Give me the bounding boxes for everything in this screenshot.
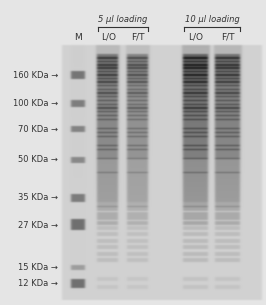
Text: L/O: L/O (101, 33, 116, 41)
Text: M: M (74, 33, 82, 41)
Text: F/T: F/T (131, 33, 145, 41)
Text: 12 KDa →: 12 KDa → (18, 279, 58, 289)
Text: 70 KDa →: 70 KDa → (18, 124, 58, 134)
Text: 35 KDa →: 35 KDa → (18, 193, 58, 203)
Text: 50 KDa →: 50 KDa → (18, 156, 58, 164)
Text: 100 KDa →: 100 KDa → (13, 99, 58, 109)
Text: 160 KDa →: 160 KDa → (13, 70, 58, 80)
Text: 15 KDa →: 15 KDa → (18, 264, 58, 272)
Text: 10 μl loading: 10 μl loading (185, 16, 239, 24)
Text: L/O: L/O (189, 33, 203, 41)
Text: F/T: F/T (221, 33, 235, 41)
Text: 5 μl loading: 5 μl loading (98, 16, 148, 24)
Text: 27 KDa →: 27 KDa → (18, 221, 58, 229)
